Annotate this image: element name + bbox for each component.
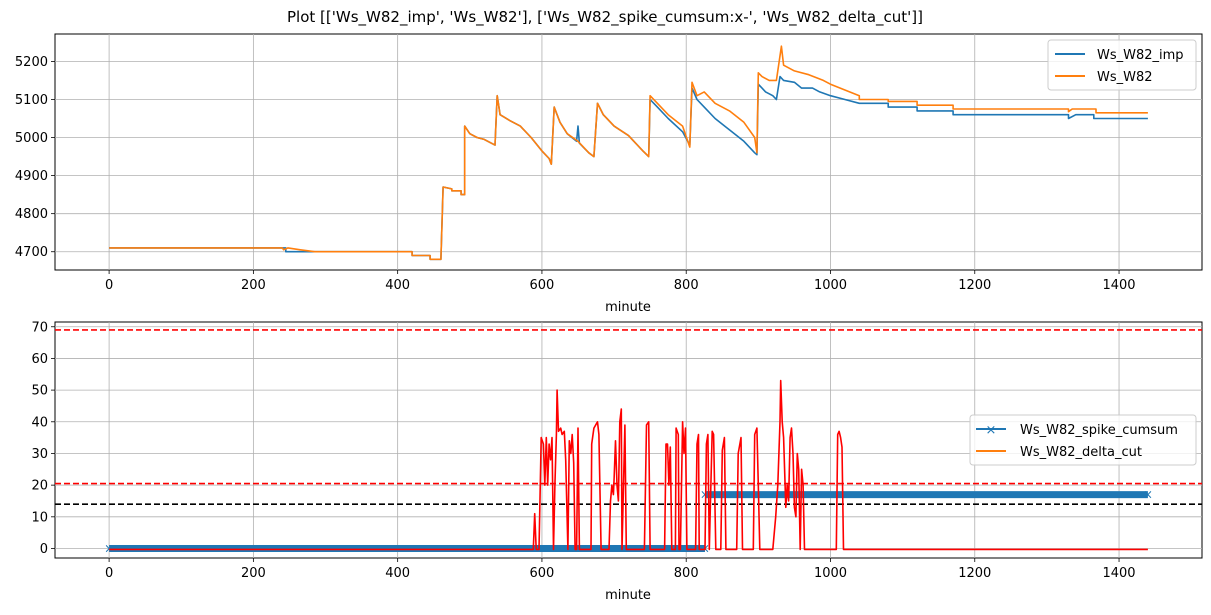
cumsum-marker-start: × (104, 541, 114, 555)
x-tick-label: 1000 (814, 278, 847, 293)
x-tick-label: 1400 (1102, 278, 1135, 293)
y-tick-label: 60 (31, 352, 48, 367)
x-tick-label: 1200 (958, 566, 991, 581)
y-tick-label: 40 (31, 415, 48, 430)
y-tick-label: 5000 (15, 131, 48, 146)
chart-top-legend: Ws_W82_imp Ws_W82 (1047, 39, 1197, 91)
legend-spike-marker: × (986, 423, 997, 438)
y-tick-label: 30 (31, 447, 48, 462)
y-tick-label: 20 (31, 479, 48, 494)
x-tick-label: 0 (105, 566, 113, 581)
y-tick-label: 10 (31, 510, 48, 525)
ws-w82-imp-series (109, 75, 1148, 261)
x-tick-label: 200 (241, 278, 266, 293)
chart-top-legend-box (1047, 39, 1197, 91)
y-tick-label: 4800 (15, 207, 48, 222)
y-tick-label: 70 (31, 320, 48, 335)
legend-delta-label: Ws_W82_delta_cut (1020, 445, 1142, 460)
ws-w82-series (109, 45, 1148, 261)
y-tick-label: 5200 (15, 55, 48, 70)
x-tick-label: 1200 (958, 278, 991, 293)
cumsum-marker-end: × (1143, 488, 1153, 502)
x-tick-label: 0 (105, 278, 113, 293)
chart-bottom-ticks: 0 200 400 600 800 1000 1200 1400 0 10 20 30 40 50 60 70 (31, 320, 1135, 581)
chart-bottom: × ×× × 0 200 400 600 800 1000 1200 14000102030405… (31, 320, 1203, 603)
chart-top-xlabel: minute (605, 300, 651, 315)
chart-bottom-frame (54, 321, 1203, 559)
x-tick-label: 800 (674, 278, 699, 293)
legend-spike-label: Ws_W82_spike_cumsum (1020, 423, 1178, 438)
x-tick-label: 400 (385, 566, 410, 581)
y-tick-label: 50 (31, 384, 48, 399)
y-tick-label: 5100 (15, 93, 48, 108)
legend-imp-label: Ws_W82_imp (1097, 48, 1184, 63)
chart-bottom-legend: × Ws_W82_spike_cumsum Ws_W82_delta_cut (969, 414, 1197, 466)
chart-bottom-legend-box (969, 414, 1197, 466)
chart-top-frame (54, 33, 1203, 271)
ws-w82-spike-cumsum-series: × ×× × (104, 488, 1153, 556)
x-tick-label: 1400 (1102, 566, 1135, 581)
ws-w82-delta-cut-series (109, 379, 1148, 551)
chart-bottom-hlines (55, 329, 1202, 505)
x-tick-label: 600 (530, 566, 555, 581)
y-tick-label: 0 (40, 542, 48, 557)
cumsum-marker-band (109, 544, 705, 552)
x-tick-label: 400 (385, 278, 410, 293)
chart-top-ticks: 0 200 400 600 800 1000 1200 1400 4700 4800 4900 500… (15, 55, 1136, 293)
chart-bottom-series: × ×× × (104, 379, 1153, 556)
x-tick-label: 1000 (814, 566, 847, 581)
cumsum-marker-band (704, 491, 1148, 499)
chart-top-grid (55, 34, 1202, 270)
y-tick-label: 4700 (15, 245, 48, 260)
legend-raw-label: Ws_W82 (1097, 70, 1153, 85)
chart-top-series (109, 45, 1148, 261)
x-tick-label: 800 (674, 566, 699, 581)
x-tick-label: 200 (241, 566, 266, 581)
y-tick-label: 4900 (15, 169, 48, 184)
figure-title: Plot [['Ws_W82_imp', 'Ws_W82'], ['Ws_W82… (287, 8, 923, 27)
chart-top: 0 200 400 600 800 1000 1200 1400 4700 4800 4900 500… (15, 33, 1203, 315)
chart-bottom-xlabel: minute (605, 588, 651, 603)
x-tick-label: 600 (530, 278, 555, 293)
